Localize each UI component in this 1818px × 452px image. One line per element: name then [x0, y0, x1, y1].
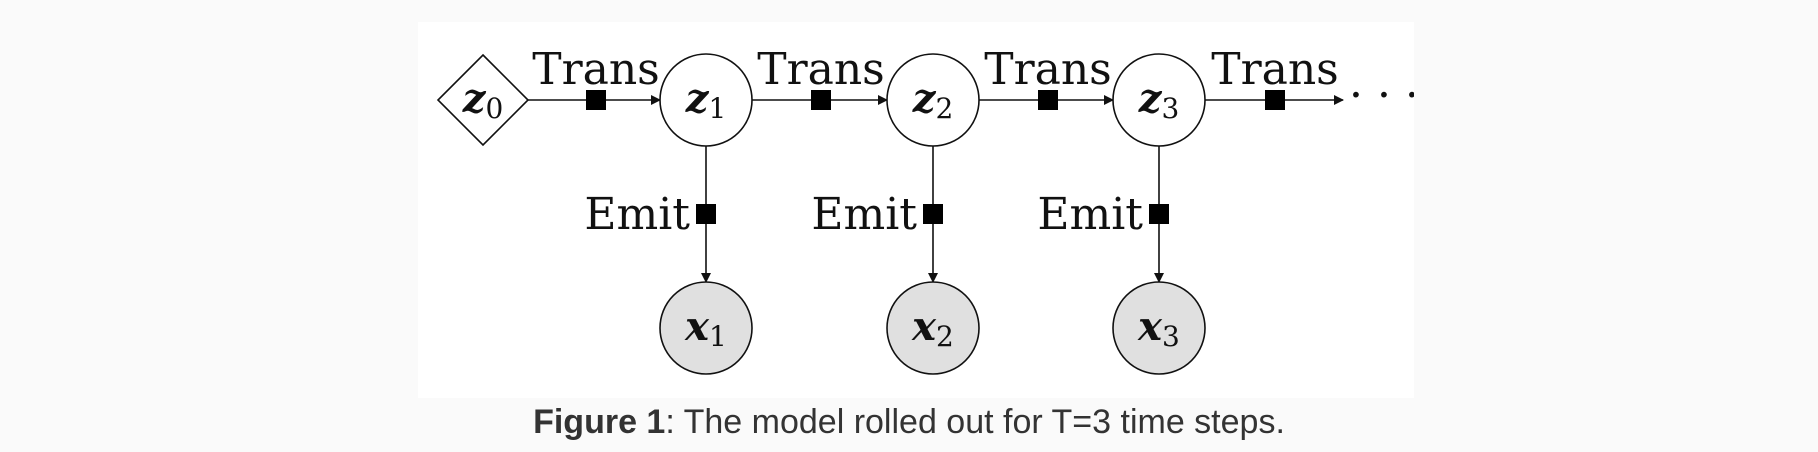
emit-factor-3: [1149, 204, 1169, 224]
latent-node-label-1: z1: [685, 75, 727, 125]
observed-node-label-1-var: x: [684, 303, 710, 350]
caption-label: Figure 1: [533, 403, 666, 441]
emit-factor-2: [923, 204, 943, 224]
trans-factor-2: [1038, 90, 1058, 110]
initial-node-diamond: [436, 53, 530, 147]
latent-node-1: [659, 53, 753, 147]
observed-node-1: [659, 281, 753, 375]
latent-node-label-2: z2: [912, 75, 954, 125]
observed-node-label-3: x3: [1137, 303, 1180, 353]
observed-node-label-2-sub: 2: [936, 320, 954, 353]
trans-label-0: Trans: [532, 44, 660, 95]
trans-label-1: Trans: [757, 44, 885, 95]
trans-label-3: Trans: [1211, 44, 1339, 95]
observed-node-2: [886, 281, 980, 375]
figure-panel: z0 Trans Trans Trans Trans · · · z1 Emit x1 z2 Emi…: [418, 22, 1414, 398]
trans-factor-0: [586, 90, 606, 110]
trans-ellipsis: · · ·: [1349, 70, 1414, 121]
observed-node-label-1-sub: 1: [709, 320, 727, 353]
initial-node-label: z0: [462, 75, 504, 125]
emit-factor-1: [696, 204, 716, 224]
latent-node-label-3-sub: 3: [1161, 92, 1179, 125]
latent-node-label-1-sub: 1: [708, 92, 726, 125]
trans-label-2: Trans: [984, 44, 1112, 95]
observed-node-label-1: x1: [684, 303, 727, 353]
caption-text: : The model rolled out for T=3 time step…: [665, 403, 1285, 441]
observed-node-label-2-var: x: [911, 303, 937, 350]
trans-factor-3: [1265, 90, 1285, 110]
trans-factor-1: [811, 90, 831, 110]
figure-caption: Figure 1: The model rolled out for T=3 t…: [0, 400, 1818, 444]
latent-node-label-1-var: z: [685, 75, 710, 122]
emit-label-3: Emit: [1037, 189, 1143, 240]
emit-label-2: Emit: [811, 189, 917, 240]
latent-node-2: [886, 53, 980, 147]
observed-node-label-3-sub: 3: [1162, 320, 1180, 353]
observed-node-label-2: x2: [911, 303, 954, 353]
latent-node-label-2-sub: 2: [935, 92, 953, 125]
initial-node-label-var: z: [462, 75, 487, 122]
latent-node-label-3: z3: [1138, 75, 1180, 125]
observed-node-label-3-var: x: [1137, 303, 1163, 350]
initial-node-label-sub: 0: [485, 92, 503, 125]
latent-node-3: [1112, 53, 1206, 147]
latent-node-label-2-var: z: [912, 75, 937, 122]
emit-label-1: Emit: [584, 189, 690, 240]
latent-node-label-3-var: z: [1138, 75, 1163, 122]
observed-node-3: [1112, 281, 1206, 375]
